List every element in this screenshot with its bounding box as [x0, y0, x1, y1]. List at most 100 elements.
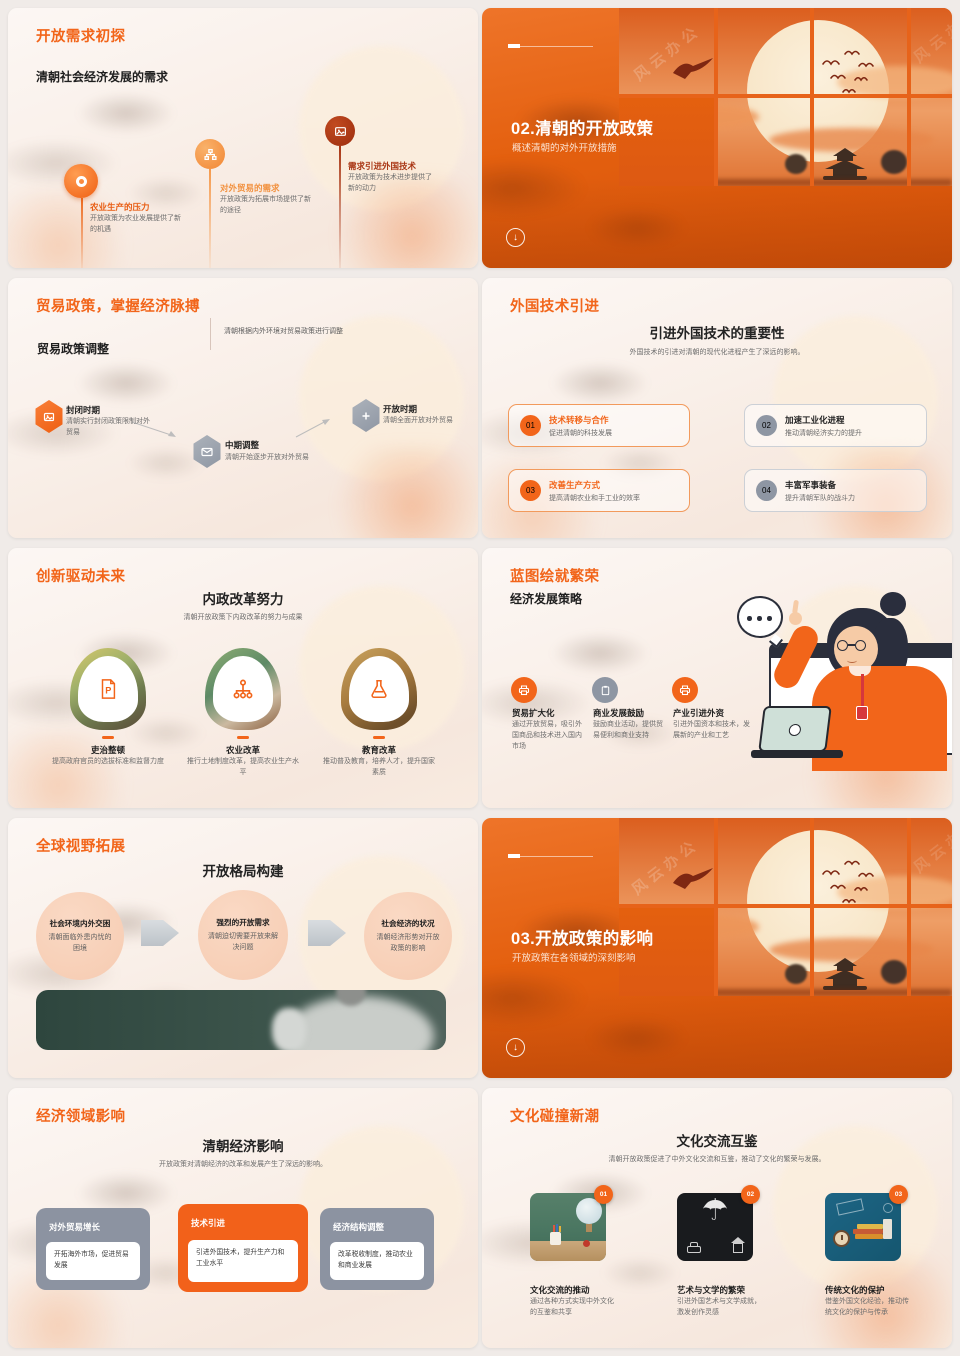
slide-title: 全球视野拓展	[36, 839, 126, 855]
content-lead: 清朝开放政策下内政改革的努力与成果	[183, 614, 303, 621]
laptop-base	[751, 750, 843, 758]
number-badge: 03	[520, 480, 541, 501]
slide-subtitle: 经济发展策略	[510, 592, 583, 606]
card-desc: 开拓海外市场，促进贸易发展	[46, 1242, 140, 1280]
badge-card	[856, 706, 868, 720]
item-label: 农业改革	[225, 745, 260, 755]
speech-bubble	[737, 596, 783, 638]
number-badge: 01	[520, 415, 541, 436]
books-image	[825, 1193, 901, 1261]
content-lead: 开放政策对清朝经济的改革和发展产生了深远的影响。	[159, 1161, 327, 1168]
lanyard	[861, 674, 864, 708]
slide-title: 外国技术引进	[510, 299, 600, 315]
slide-8-section-policy-impact[interactable]: 风云办公 风云办公 03.开放政策的影响 开放政策在各领域的深刻影响 ↓	[482, 818, 952, 1078]
cloud-icon	[837, 876, 952, 908]
slide-4-foreign-tech[interactable]: 外国技术引进 引进外国技术的重要性 外国技术的引进对清朝的现代化进程产生了深远的…	[482, 278, 952, 538]
card-title: 经济结构调整	[333, 1222, 385, 1232]
person-body	[284, 996, 434, 1050]
slide-6-economic-strategy[interactable]: 蓝图绘就繁荣 经济发展策略 贸易扩大化 通过开放贸易，吸引外国商品和技术进入国内…	[482, 548, 952, 808]
slide-3-trade-policy[interactable]: 贸易政策，掌握经济脉搏 清朝根据内外环境对贸易政策进行调整 贸易政策调整 封闭时…	[8, 278, 478, 538]
down-arrow-button[interactable]: ↓	[506, 1038, 525, 1057]
dash-decor	[237, 736, 249, 739]
slide-7-global-vision[interactable]: 全球视野拓展 开放格局构建 社会环境内外交困 清朝面临外患内忧的困境 强烈的开放…	[8, 818, 478, 1078]
item-desc: 开放政策为农业发展提供了新的机遇	[90, 215, 181, 233]
factor-label: 社会环境内外交困	[49, 919, 111, 928]
eagle-icon	[673, 868, 713, 889]
card-title: 加速工业化进程	[785, 414, 845, 425]
card-desc: 推动清朝经济实力的提升	[785, 429, 862, 437]
content-lead: 外国技术的引进对清朝的现代化进程产生了深远的影响。	[629, 349, 805, 356]
item-desc: 鼓励商业活动，提供贸易便利和商业支持	[593, 721, 663, 739]
pagoda-icon	[817, 148, 877, 186]
factor-circle: 社会经济的状况 清朝经济形势对开放政策的影响	[364, 892, 452, 980]
ground	[619, 989, 952, 996]
feature-card: 01 技术转移与合作 促进清朝的科技发展	[508, 404, 690, 447]
section-subtitle: 开放政策在各领域的深刻影响	[512, 953, 636, 964]
pagoda-icon	[817, 958, 877, 996]
card-title: 对外贸易增长	[49, 1222, 101, 1232]
card-desc: 通过各种方式实现中外文化的互鉴和共享	[530, 1298, 614, 1316]
slide-2-section-open-policy[interactable]: 风云办公 风云办公 02.清朝的开放政策 概述清朝的对外开放措施 ↓	[482, 8, 952, 268]
step-label: 封闭时期	[66, 405, 101, 415]
watermark: 风云办公	[910, 818, 952, 877]
chalkboard-image: ☂	[677, 1193, 753, 1261]
factor-desc: 清朝面临外患内忧的困境	[48, 934, 112, 952]
hand	[789, 612, 802, 625]
card-title: 改善生产方式	[549, 479, 601, 490]
smile	[847, 658, 857, 663]
slide-5-internal-reform[interactable]: 创新驱动未来 内政改革努力 清朝开放政策下内政改革的努力与成果 P 吏治整顿 提…	[8, 548, 478, 808]
item-desc: 推动普及教育，培养人才，提升国家素质	[323, 758, 435, 776]
slide-title: 贸易政策，掌握经济脉搏	[36, 299, 200, 315]
factor-label: 强烈的开放需求	[216, 918, 270, 927]
impact-card: 对外贸易增长 开拓海外市场，促进贸易发展	[36, 1208, 150, 1290]
eagle-icon	[673, 58, 713, 79]
slide-subtitle: 贸易政策调整	[37, 342, 110, 356]
classroom-photo	[36, 990, 446, 1050]
number-badge: 02	[756, 415, 777, 436]
sitemap-icon	[195, 139, 225, 169]
slide-subtitle: 清朝社会经济发展的需求	[36, 70, 169, 84]
glasses-icon	[855, 640, 866, 651]
step-label: 中期调整	[225, 440, 260, 450]
birds-icon	[822, 50, 874, 94]
slide-title: 蓝图绘就繁荣	[510, 569, 600, 585]
classroom-image	[530, 1193, 606, 1261]
item-desc: 提高政府官员的选拔标准和监督力度	[52, 758, 164, 765]
item-desc: 开放政策为拓展市场提供了新的途径	[220, 196, 311, 214]
item-desc: 推行土地制度改革，提高农业生产水平	[187, 758, 299, 776]
slide-1-open-demand[interactable]: 开放需求初探 清朝社会经济发展的需求 农业生产的压力 开放政策为农业发展提供了新…	[8, 8, 478, 268]
flask-icon	[349, 656, 409, 722]
grid-line	[619, 904, 952, 908]
item-label: 对外贸易的需求	[220, 183, 280, 193]
down-arrow-button[interactable]: ↓	[506, 228, 525, 247]
content-heading: 清朝经济影响	[202, 1139, 284, 1154]
item-desc: 通过开放贸易，吸引外国商品和技术进入国内市场	[512, 721, 582, 750]
flow-arrows	[131, 419, 330, 438]
step-desc: 清朝全面开放对外贸易	[383, 417, 453, 424]
slide-9-economic-impact[interactable]: 经济领域影响 清朝经济影响 开放政策对清朝经济的改革和发展产生了深远的影响。 对…	[8, 1088, 478, 1348]
culture-card: 03	[825, 1185, 908, 1261]
culture-card: 01	[530, 1185, 613, 1261]
reform-shape	[205, 648, 281, 730]
content-heading: 开放格局构建	[202, 864, 284, 879]
item-label: 商业发展鼓励	[593, 708, 645, 718]
step-desc: 清朝实行封闭政策限制对外贸易	[66, 418, 150, 436]
card-title: 文化交流的推动	[530, 1285, 590, 1295]
laptop	[758, 706, 832, 752]
ground	[619, 179, 952, 186]
item-desc: 引进外国资本和技术，发展新的产业和工艺	[673, 721, 750, 739]
feature-card: 03 改善生产方式 提高清朝农业和手工业的效率	[508, 469, 690, 512]
person-arm	[272, 1008, 306, 1050]
grid-line	[619, 94, 952, 98]
woman-laptop-illustration: ✕	[737, 578, 952, 798]
item-label: 教育改革	[361, 745, 396, 755]
section-title: 03.开放政策的影响	[511, 930, 654, 948]
umbrella-icon: ☂	[701, 1193, 729, 1228]
collar	[849, 666, 871, 676]
slide-10-culture-exchange[interactable]: 文化碰撞新潮 文化交流互鉴 清朝开放政策促进了中外文化交流和互鉴，推动了文化的繁…	[482, 1088, 952, 1348]
item-label: 需求引进外国技术	[348, 161, 417, 171]
timeline-line	[339, 146, 341, 268]
item-label: 产业引进外资	[673, 708, 725, 718]
timeline-line	[209, 169, 211, 268]
section-subtitle: 概述清朝的对外开放措施	[512, 143, 617, 154]
